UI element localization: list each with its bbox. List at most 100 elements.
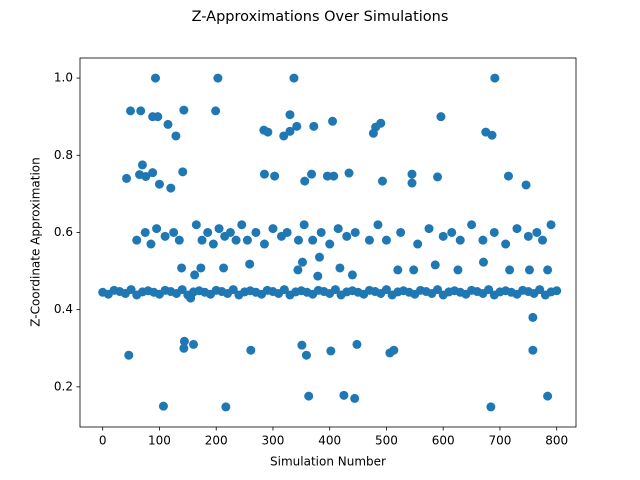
point <box>438 231 448 241</box>
point <box>424 224 434 234</box>
point <box>377 176 387 186</box>
point <box>177 285 187 295</box>
point <box>478 235 488 245</box>
point <box>335 263 345 273</box>
point <box>292 121 302 131</box>
plot <box>98 73 562 412</box>
point <box>433 285 443 295</box>
point <box>191 220 201 230</box>
point <box>487 130 497 140</box>
x-tick-label: 500 <box>375 434 398 448</box>
point <box>279 131 289 141</box>
point <box>179 336 189 346</box>
point <box>344 168 354 178</box>
point <box>259 239 269 249</box>
plot-frame <box>79 57 577 428</box>
point <box>132 235 142 245</box>
point <box>521 180 531 190</box>
point <box>246 345 256 355</box>
y-tick-label: 0.2 <box>54 379 73 393</box>
point <box>214 224 224 234</box>
point <box>186 293 196 303</box>
y-tick-label: 0.4 <box>54 302 73 316</box>
point <box>478 257 488 267</box>
point <box>285 110 295 120</box>
point <box>263 127 273 137</box>
point <box>505 265 515 275</box>
point <box>166 183 176 193</box>
point <box>538 235 548 245</box>
point <box>136 106 146 116</box>
point <box>342 231 352 241</box>
x-tick-label: 200 <box>205 434 228 448</box>
point <box>329 171 339 181</box>
point <box>430 260 440 270</box>
x-tick-label: 600 <box>432 434 455 448</box>
point <box>352 339 362 349</box>
point <box>279 285 289 295</box>
point <box>413 239 423 249</box>
point <box>484 285 494 295</box>
point <box>293 265 303 275</box>
point <box>407 178 417 188</box>
point <box>543 391 553 401</box>
point <box>316 227 326 237</box>
point <box>376 118 386 128</box>
point <box>433 172 443 182</box>
point <box>528 312 538 322</box>
point <box>322 171 332 181</box>
point <box>293 235 303 245</box>
point <box>333 224 343 234</box>
point <box>350 393 360 403</box>
point <box>314 252 324 262</box>
point <box>297 340 307 350</box>
point <box>126 285 136 295</box>
point <box>523 231 533 241</box>
point <box>350 227 360 237</box>
point <box>179 105 189 115</box>
point <box>328 116 338 126</box>
x-tick-label: 800 <box>545 434 568 448</box>
point <box>301 350 311 360</box>
point <box>325 239 335 249</box>
point <box>297 257 307 267</box>
point <box>299 220 309 230</box>
point <box>489 227 499 237</box>
y-axis-label: Z-Coordinate Approximation <box>29 157 43 327</box>
point <box>140 227 150 237</box>
point <box>208 239 218 249</box>
point <box>219 263 229 273</box>
y-tick-label: 0.8 <box>54 148 73 162</box>
point <box>381 285 391 295</box>
point <box>148 112 158 122</box>
x-tick-label: 300 <box>261 434 284 448</box>
y-tick-label: 0.6 <box>54 225 73 239</box>
point <box>396 227 406 237</box>
x-tick-label: 100 <box>148 434 171 448</box>
point <box>178 167 188 177</box>
point <box>308 235 318 245</box>
point <box>270 171 280 181</box>
point <box>307 169 317 179</box>
point <box>146 239 156 249</box>
point <box>231 235 241 245</box>
point <box>381 235 391 245</box>
point <box>245 259 255 269</box>
point <box>436 112 446 122</box>
point <box>154 179 164 189</box>
point <box>150 73 160 83</box>
point <box>160 231 170 241</box>
point <box>486 402 496 412</box>
point <box>221 402 231 412</box>
point <box>330 285 340 295</box>
point <box>407 169 417 179</box>
point <box>237 220 247 230</box>
point <box>339 390 349 400</box>
point <box>389 345 399 355</box>
point <box>213 73 223 83</box>
point <box>251 227 261 237</box>
point <box>364 235 374 245</box>
point <box>169 227 179 237</box>
point <box>171 131 181 141</box>
point <box>177 263 187 273</box>
